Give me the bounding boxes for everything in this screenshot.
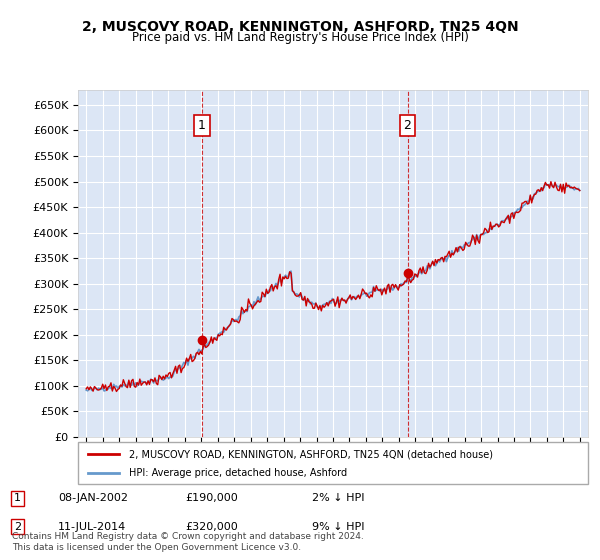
Text: 11-JUL-2014: 11-JUL-2014 [58, 521, 127, 531]
Text: 2% ↓ HPI: 2% ↓ HPI [311, 493, 364, 503]
Text: £190,000: £190,000 [185, 493, 238, 503]
Text: 9% ↓ HPI: 9% ↓ HPI [311, 521, 364, 531]
Text: HPI: Average price, detached house, Ashford: HPI: Average price, detached house, Ashf… [129, 468, 347, 478]
Text: 2, MUSCOVY ROAD, KENNINGTON, ASHFORD, TN25 4QN (detached house): 2, MUSCOVY ROAD, KENNINGTON, ASHFORD, TN… [129, 449, 493, 459]
Text: 1: 1 [198, 119, 206, 132]
Text: £320,000: £320,000 [185, 521, 238, 531]
Text: 2: 2 [14, 521, 22, 531]
Text: 2: 2 [404, 119, 412, 132]
FancyBboxPatch shape [78, 442, 588, 484]
Text: Contains HM Land Registry data © Crown copyright and database right 2024.
This d: Contains HM Land Registry data © Crown c… [12, 532, 364, 552]
Text: 1: 1 [14, 493, 21, 503]
Text: Price paid vs. HM Land Registry's House Price Index (HPI): Price paid vs. HM Land Registry's House … [131, 31, 469, 44]
Text: 2, MUSCOVY ROAD, KENNINGTON, ASHFORD, TN25 4QN: 2, MUSCOVY ROAD, KENNINGTON, ASHFORD, TN… [82, 20, 518, 34]
Text: 08-JAN-2002: 08-JAN-2002 [58, 493, 128, 503]
